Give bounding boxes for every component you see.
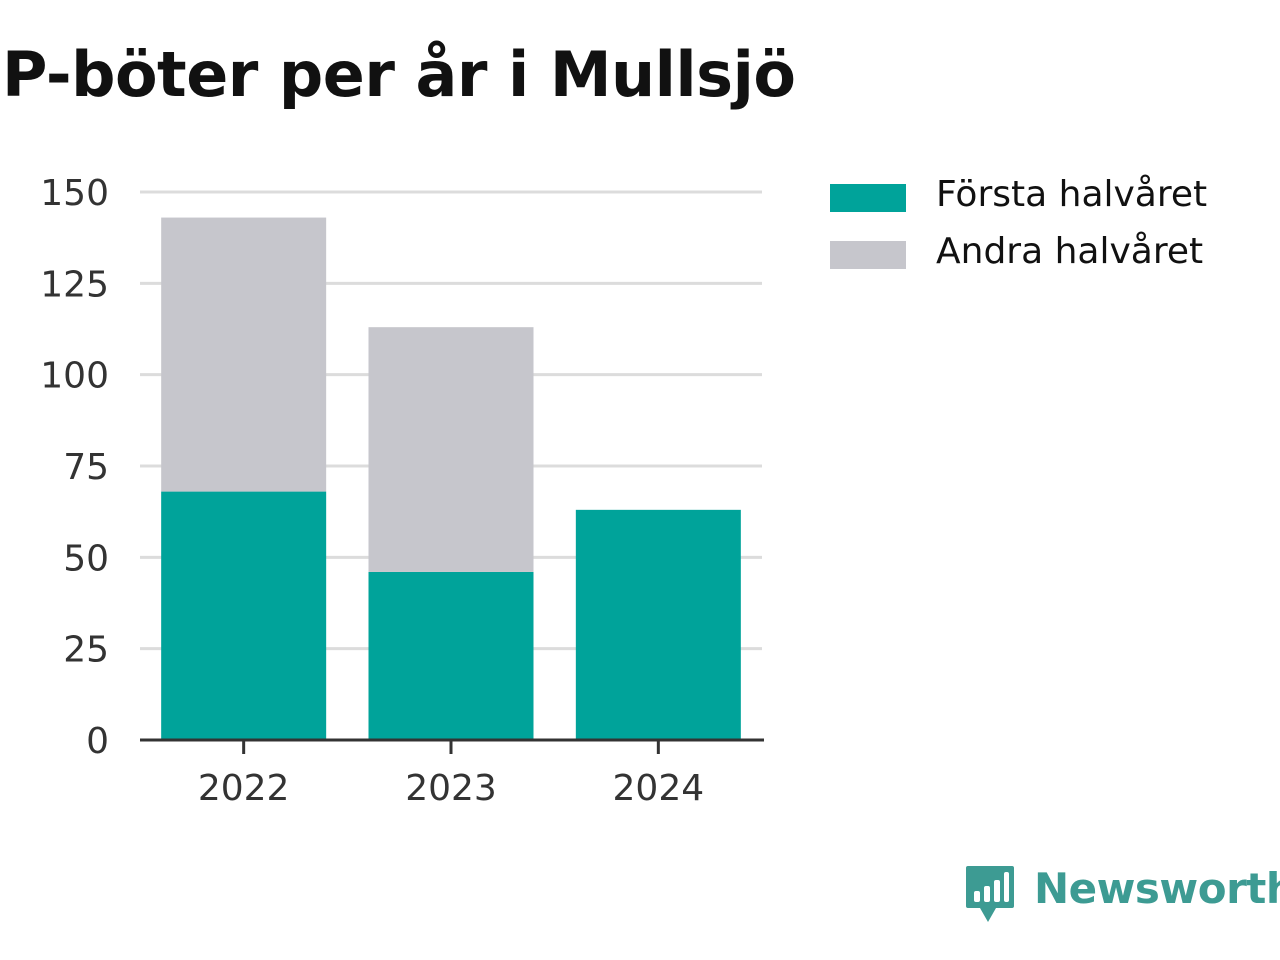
axes: [140, 738, 764, 754]
bar-2022-series-2: [161, 217, 327, 492]
x-tick-label: 2023: [405, 768, 497, 809]
y-tick-label: 150: [40, 173, 109, 214]
y-tick-label: 25: [63, 630, 109, 671]
bar-2023-series-1: [368, 571, 534, 740]
x-tick-label: 2024: [613, 768, 705, 809]
bar-2024-series-1: [575, 509, 741, 740]
brand-name: Newsworthy: [1034, 864, 1280, 913]
bar-2023-series-2: [368, 327, 534, 572]
legend-label-series-2: Andra halvåret: [936, 231, 1204, 272]
y-tick-label: 100: [40, 356, 109, 397]
legend-swatch-series-2: [830, 241, 906, 269]
y-axis-tick-labels: 0 25 50 75 100 125 150: [40, 173, 109, 762]
bars: [161, 217, 741, 740]
y-tick-label: 50: [63, 538, 109, 579]
x-axis-tick-labels: 2022 2023 2024: [198, 768, 704, 809]
legend-swatch-series-1: [830, 184, 906, 212]
x-tick-label: 2022: [198, 768, 290, 809]
bar-chart-speech-bubble-icon: [966, 866, 1014, 922]
chart-title: P-böter per år i Mullsjö: [2, 38, 796, 111]
bar-2022-series-1: [161, 491, 327, 740]
legend-label-series-1: Första halvåret: [936, 174, 1208, 215]
y-tick-label: 75: [63, 447, 109, 488]
y-tick-label: 125: [40, 264, 109, 305]
y-tick-label: 0: [86, 721, 109, 762]
